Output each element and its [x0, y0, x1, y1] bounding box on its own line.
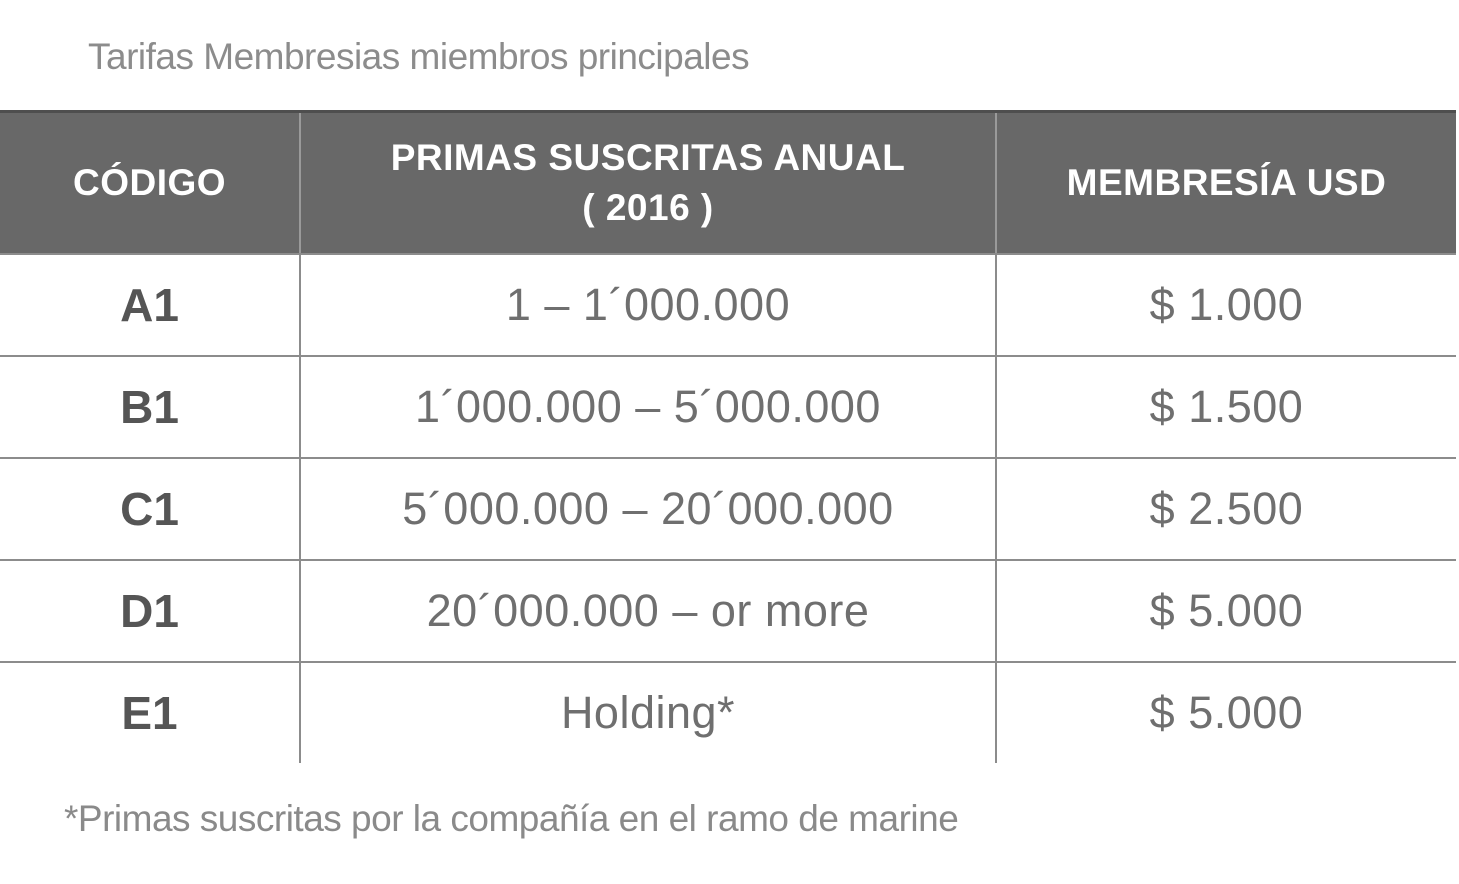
membresia-cell: $ 2.500 [996, 458, 1456, 561]
page-title: Tarifas Membresias miembros principales [88, 36, 750, 77]
table-row: A1 1 – 1´000.000 $ 1.000 [0, 254, 1456, 357]
column-header-codigo: CÓDIGO [0, 110, 301, 255]
primas-cell: 1 – 1´000.000 [300, 254, 997, 357]
primas-cell: 5´000.000 – 20´000.000 [300, 458, 997, 561]
footnote: *Primas suscritas por la compañía en el … [64, 798, 959, 839]
membresia-cell: $ 5.000 [996, 560, 1456, 663]
primas-cell: 20´000.000 – or more [300, 560, 997, 663]
column-header-primas: PRIMAS SUSCRITAS ANUAL ( 2016 ) [300, 110, 997, 255]
membresia-cell: $ 5.000 [996, 662, 1456, 763]
membership-tariff-table: CÓDIGO PRIMAS SUSCRITAS ANUAL ( 2016 ) M… [0, 110, 1456, 763]
table-header-row: CÓDIGO PRIMAS SUSCRITAS ANUAL ( 2016 ) M… [0, 110, 1456, 255]
table-row: B1 1´000.000 – 5´000.000 $ 1.500 [0, 356, 1456, 459]
column-header-primas-line1: PRIMAS SUSCRITAS ANUAL [390, 137, 906, 179]
table-row: D1 20´000.000 – or more $ 5.000 [0, 560, 1456, 663]
primas-cell: 1´000.000 – 5´000.000 [300, 356, 997, 459]
table-row: C1 5´000.000 – 20´000.000 $ 2.500 [0, 458, 1456, 561]
code-cell: A1 [0, 254, 301, 357]
column-header-membresia: MEMBRESÍA USD [996, 110, 1456, 255]
primas-cell: Holding* [300, 662, 997, 763]
membresia-cell: $ 1.000 [996, 254, 1456, 357]
column-header-primas-line2: ( 2016 ) [582, 187, 714, 228]
code-cell: C1 [0, 458, 301, 561]
code-cell: E1 [0, 662, 301, 763]
membresia-cell: $ 1.500 [996, 356, 1456, 459]
table-row: E1 Holding* $ 5.000 [0, 662, 1456, 763]
code-cell: D1 [0, 560, 301, 663]
code-cell: B1 [0, 356, 301, 459]
